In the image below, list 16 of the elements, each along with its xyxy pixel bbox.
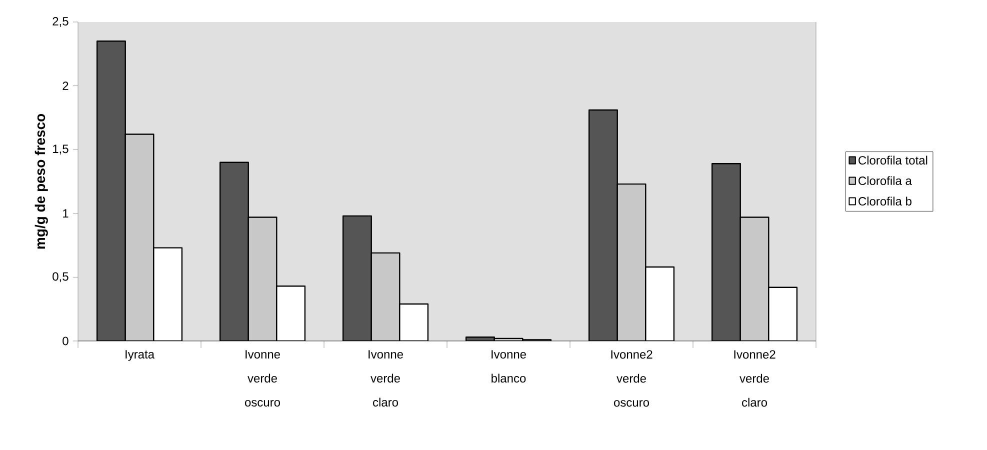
y-tick-label: 1 — [63, 209, 68, 218]
y-tick-label: 2 — [62, 82, 68, 90]
y-axis-title: mg/g de peso fresco — [34, 114, 48, 249]
category-label: Ivonne2 verde claro — [734, 350, 776, 407]
category-label: Ivonne verde claro — [368, 350, 403, 407]
category-label: Ivonne blanco — [492, 350, 526, 383]
y-tick-label: 2,5 — [52, 17, 68, 27]
legend-label: Clorofila b — [858, 196, 912, 206]
y-tick-label: 1,5 — [53, 144, 68, 154]
category-label: Ivonne2 verde oscuro — [611, 350, 652, 407]
y-tick-label: 0,5 — [52, 272, 68, 282]
legend-label: Clorofila a — [858, 176, 912, 186]
y-tick-label: 0 — [62, 336, 68, 346]
x-tick-label: Iyrata — [126, 350, 155, 361]
category-label: Ivonne verde oscuro — [245, 350, 280, 407]
legend-label: Clorofila total — [858, 156, 928, 165]
